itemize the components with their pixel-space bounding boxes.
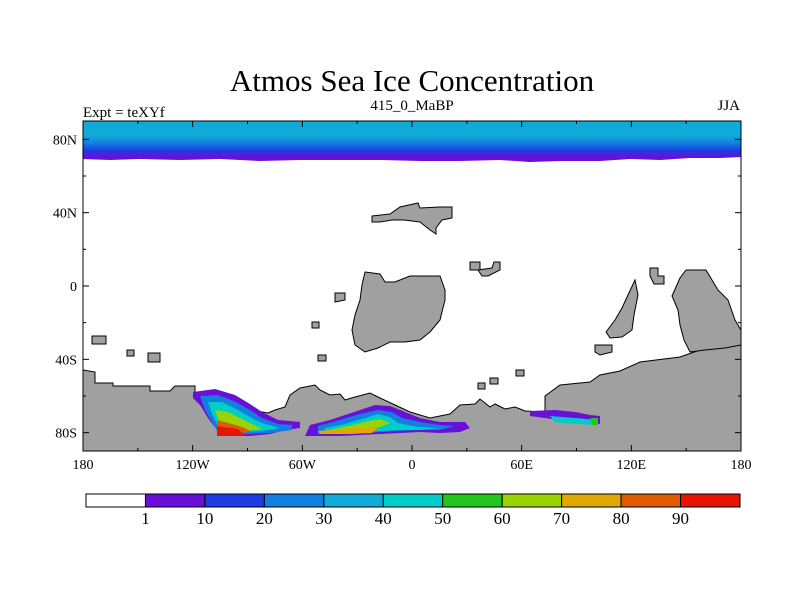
colorbar-box — [85, 493, 146, 508]
colorbar-box — [680, 493, 741, 508]
colorbar-label: 1 — [141, 509, 150, 528]
lat-tick-label: 40N — [53, 207, 77, 222]
colorbar-label: 40 — [375, 509, 392, 528]
island — [515, 369, 525, 377]
colorbar-label: 30 — [315, 509, 332, 528]
colorbar-box — [382, 493, 444, 508]
asia-land — [371, 202, 453, 235]
eastern-land — [605, 278, 639, 339]
colorbar-box — [323, 493, 384, 508]
colorbar-box — [263, 493, 325, 508]
island — [317, 354, 327, 362]
colorbar-label: 90 — [672, 509, 689, 528]
island — [91, 335, 107, 345]
colorbar-box — [561, 493, 622, 508]
axis-ticks: 80N 40N 0 40S 80S 180 120W 60W 0 60E 120E 180 — [53, 121, 752, 473]
africa-land — [351, 271, 446, 353]
colorbar-box — [501, 493, 563, 508]
map-title: Atmos Sea Ice Concentration — [230, 63, 595, 98]
season-label: JJA — [717, 98, 740, 114]
colorbar-label: 20 — [256, 509, 273, 528]
island — [334, 292, 346, 303]
colorbar-label: 50 — [434, 509, 451, 528]
colorbar-box — [204, 493, 265, 508]
colorbar-box — [620, 493, 682, 508]
lon-tick-label: 60W — [289, 458, 317, 473]
lon-tick-label: 60E — [510, 458, 533, 473]
colorbar-box — [442, 493, 503, 508]
indian-ice-cyan — [550, 416, 598, 425]
colorbar-label: 10 — [196, 509, 213, 528]
island — [147, 352, 161, 363]
colorbar: 1 10 20 30 40 50 60 70 80 90 — [85, 493, 741, 528]
island — [126, 349, 135, 357]
lat-tick-label: 80N — [53, 133, 77, 148]
experiment-label: Expt = teXYf — [83, 105, 165, 121]
island — [477, 261, 501, 277]
island — [489, 377, 499, 385]
island — [477, 382, 486, 390]
island — [311, 321, 320, 329]
colorbar-box — [144, 493, 206, 508]
lon-tick-label: 0 — [409, 458, 416, 473]
indian-ice-green — [590, 418, 598, 425]
lat-tick-label: 0 — [70, 280, 77, 295]
lon-tick-label: 120W — [176, 458, 211, 473]
eastern-land-main — [671, 269, 741, 353]
period-label: 415_0_MaBP — [370, 98, 453, 114]
lon-tick-label: 120E — [617, 458, 647, 473]
map-plot-area — [83, 121, 741, 451]
antarctic-ice-red — [217, 426, 245, 436]
lat-tick-label: 40S — [55, 353, 77, 368]
colorbar-label: 70 — [553, 509, 570, 528]
lon-tick-label: 180 — [73, 458, 94, 473]
lat-tick-label: 80S — [55, 427, 77, 442]
colorbar-label: 60 — [494, 509, 511, 528]
colorbar-label: 80 — [613, 509, 630, 528]
weddell-ice-orange — [318, 428, 378, 434]
island — [469, 261, 481, 271]
arctic-sea-ice — [83, 121, 741, 162]
island — [649, 267, 665, 285]
lon-tick-label: 180 — [731, 458, 752, 473]
island — [594, 344, 613, 356]
